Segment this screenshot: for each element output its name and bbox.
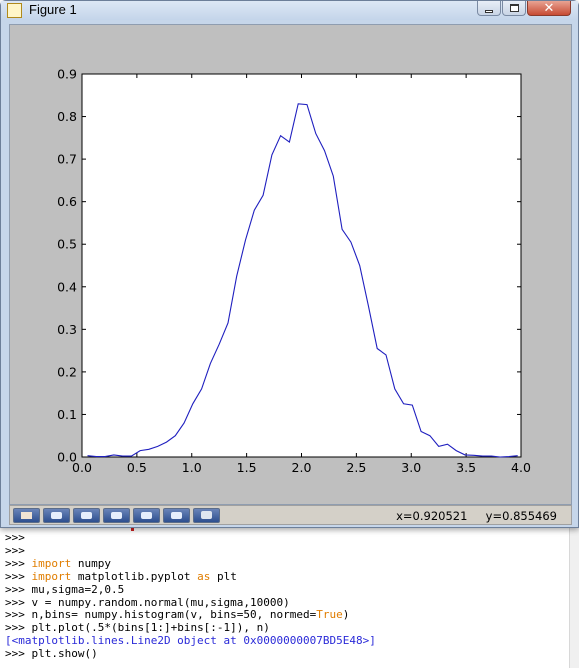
forward-button[interactable] [73,508,100,523]
x-tick-label: 3.5 [456,460,476,475]
pan-button[interactable] [103,508,130,523]
window-title: Figure 1 [29,2,77,17]
y-tick-label: 0.8 [57,109,77,124]
figure-canvas[interactable]: 0.0 0.5 1.0 1.5 2.0 2.5 3.0 3.5 4.0 0.0 0.1 0.2 0.3 0… [9,24,572,505]
close-button[interactable]: ✕ [527,1,571,16]
maximize-button[interactable] [502,1,526,16]
x-tick-label: 0.5 [127,460,147,475]
cursor-coordinates: x=0.920521 y=0.855469 [396,509,557,523]
save-icon [201,511,212,519]
console-text: plt.show() [31,647,98,661]
pan-icon [111,512,122,519]
title-bar[interactable]: Figure 1 ✕ [1,1,578,20]
y-tick-label: 0.9 [57,67,77,82]
console-text: >>> [5,582,32,596]
console-text: import [31,569,72,583]
plot: 0.0 0.5 1.0 1.5 2.0 2.5 3.0 3.5 4.0 0.0 0.1 0.2 0.3 0… [57,67,531,476]
console-text: ) [342,608,350,622]
cursor-mark [131,528,134,531]
console-text: >>> [5,543,25,557]
home-icon [21,512,32,519]
back-arrow-icon [51,512,62,519]
console-line: >>> import numpy [5,556,579,571]
x-tick-label: 0.0 [72,460,92,475]
console-line: >>> mu,sigma=2,0.5 [5,582,579,597]
maximize-icon [509,4,519,12]
axes-area [81,73,522,458]
console-text: >>> [5,595,32,609]
console-text: n,bins= numpy.histogram(v, bins=50, norm… [31,608,317,622]
subplots-button[interactable] [163,508,190,523]
y-tick-label: 0.4 [57,279,77,294]
console-text: >>> [5,556,32,570]
zoom-button[interactable] [133,508,160,523]
minimize-icon [485,9,493,13]
zoom-rect-icon [141,512,152,519]
console-text: True [316,608,343,622]
console-line: >>> plt.plot(.5*(bins[1:]+bins[:-1]), n) [5,621,579,635]
console-text: import [31,556,72,570]
y-tick-label: 0.6 [57,194,77,209]
y-tick-label: 0.3 [57,322,77,337]
console-text: >>> [5,621,32,635]
console-text: mu,sigma=2,0.5 [31,582,125,596]
console-text: [<matplotlib.lines.Line2D object at 0x00… [5,634,376,648]
series-line [87,103,518,458]
console-line: >>> v = numpy.random.normal(mu,sigma,100… [5,595,579,610]
console-text: matplotlib.pyplot [71,569,198,583]
matplotlib-app-icon [7,3,22,18]
console-text: >>> [5,531,25,544]
x-tick-label: 1.5 [237,460,257,475]
y-tick-label: 0.5 [57,237,77,252]
save-button[interactable] [193,508,220,523]
y-tick-label: 0.0 [57,450,77,465]
y-tick-label: 0.2 [57,364,77,379]
x-tick-label: 2.0 [292,460,312,475]
y-tick-label: 0.7 [57,152,77,167]
console-text: v = numpy.random.normal(mu,sigma,10000) [31,595,290,609]
console-line: >>> plt.show() [5,647,579,661]
console-text: >>> [5,569,32,583]
console-line: >>> [5,543,579,558]
x-tick-label: 4.0 [511,460,531,475]
console-text: as [197,569,211,583]
console-line: >>> import matplotlib.pyplot as plt [5,569,579,584]
console-text: numpy [71,556,111,570]
forward-arrow-icon [81,512,92,519]
x-tick-label: 3.0 [401,460,421,475]
console-line: [<matplotlib.lines.Line2D object at 0x00… [5,634,579,648]
console-text: plt.plot(.5*(bins[1:]+bins[:-1]), n) [31,621,270,635]
console-line: >>> [5,531,579,545]
console-text: plt [210,569,237,583]
console-line: >>> n,bins= numpy.histogram(v, bins=50, … [5,608,579,622]
axis-ticks: 0.0 0.5 1.0 1.5 2.0 2.5 3.0 3.5 4.0 0.0 0.1 0.2 0.3 0… [57,67,531,476]
python-console[interactable]: >>> >>> >>> import numpy >>> import matplot… [0,528,579,668]
x-tick-label: 2.5 [346,460,366,475]
subplots-icon [171,512,182,519]
console-text: >>> [5,608,32,622]
y-tick-label: 0.1 [57,407,77,422]
x-tick-label: 1.0 [182,460,202,475]
console-text: >>> [5,647,32,661]
figure-window: Figure 1 ✕ 0.0 0.5 1.0 1.5 2.0 2.5 3.0 3.5 4.0 0.… [0,0,579,528]
console-scrollbar[interactable] [569,528,579,668]
series-line-group [87,103,518,458]
back-button[interactable] [43,508,70,523]
minimize-button[interactable] [477,1,501,16]
close-icon: ✕ [543,0,555,16]
home-button[interactable] [13,508,40,523]
navigation-toolbar: x=0.920521 y=0.855469 [9,505,572,525]
